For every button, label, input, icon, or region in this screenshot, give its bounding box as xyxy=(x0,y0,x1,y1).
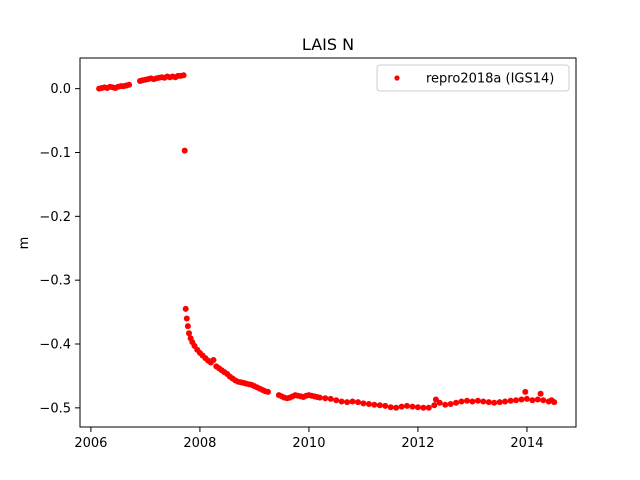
data-point xyxy=(518,396,525,403)
data-point xyxy=(126,81,133,88)
data-point xyxy=(436,399,443,406)
data-point xyxy=(360,400,367,407)
data-point xyxy=(393,404,400,411)
data-point xyxy=(540,397,547,404)
data-point xyxy=(537,390,544,397)
data-point xyxy=(186,330,192,337)
y-tick-label: −0.2 xyxy=(39,210,71,225)
chart-title: LAIS N xyxy=(302,35,354,54)
data-point xyxy=(182,305,189,312)
y-axis: 0.0 −0.1 −0.2 −0.3 −0.4 −0.5 xyxy=(39,82,80,416)
data-point xyxy=(464,397,470,404)
data-point xyxy=(485,399,492,406)
data-point xyxy=(534,396,541,403)
data-point xyxy=(480,398,487,405)
data-point xyxy=(338,398,345,405)
x-tick-label: 2006 xyxy=(74,436,107,451)
data-point xyxy=(474,397,481,404)
data-point xyxy=(333,397,340,404)
data-point xyxy=(420,404,427,411)
data-point xyxy=(387,404,394,411)
y-tick-label: −0.5 xyxy=(39,401,71,416)
data-point xyxy=(447,401,454,407)
x-tick-label: 2008 xyxy=(183,436,216,451)
data-point xyxy=(398,403,405,410)
data-point xyxy=(404,402,410,409)
data-point xyxy=(496,399,503,406)
data-points xyxy=(96,72,558,411)
data-point xyxy=(522,388,529,395)
data-point xyxy=(376,402,383,409)
x-tick-label: 2010 xyxy=(292,436,325,451)
data-point xyxy=(265,388,271,395)
data-point xyxy=(425,404,432,411)
y-tick-label: −0.3 xyxy=(39,274,71,289)
data-point xyxy=(502,398,509,405)
y-tick-label: 0.0 xyxy=(50,82,71,97)
data-point xyxy=(183,315,190,322)
data-point xyxy=(507,397,514,404)
legend-label: repro2018a (IGS14) xyxy=(426,72,554,87)
data-point xyxy=(458,398,465,405)
data-point xyxy=(513,397,519,404)
data-point xyxy=(442,401,449,408)
x-axis: 2006 2008 2010 2012 2014 xyxy=(74,427,543,451)
data-point xyxy=(469,398,476,405)
y-tick-label: −0.1 xyxy=(39,146,71,161)
data-point xyxy=(181,147,188,154)
y-tick-label: −0.4 xyxy=(39,338,71,353)
x-tick-label: 2012 xyxy=(401,436,434,451)
data-point xyxy=(409,403,416,410)
data-point xyxy=(414,404,421,411)
data-point xyxy=(322,395,329,402)
data-point xyxy=(523,395,530,402)
data-point xyxy=(316,394,323,401)
x-tick-label: 2014 xyxy=(510,436,543,451)
data-point xyxy=(355,399,361,406)
data-point xyxy=(551,399,558,406)
data-point xyxy=(184,323,191,330)
data-point xyxy=(210,357,217,363)
legend: repro2018a (IGS14) xyxy=(376,64,570,92)
data-point xyxy=(349,398,356,405)
data-point xyxy=(491,399,498,406)
data-point xyxy=(431,402,438,409)
data-point xyxy=(365,401,372,407)
data-point xyxy=(180,72,187,79)
plot-frame xyxy=(79,57,577,428)
data-point xyxy=(382,402,389,409)
data-point xyxy=(529,397,536,404)
legend-box xyxy=(376,64,570,92)
data-point xyxy=(371,401,378,408)
data-point xyxy=(344,399,351,406)
data-point xyxy=(327,395,334,402)
data-point xyxy=(453,399,460,406)
y-axis-label: m xyxy=(17,237,32,250)
legend-marker xyxy=(394,75,400,81)
